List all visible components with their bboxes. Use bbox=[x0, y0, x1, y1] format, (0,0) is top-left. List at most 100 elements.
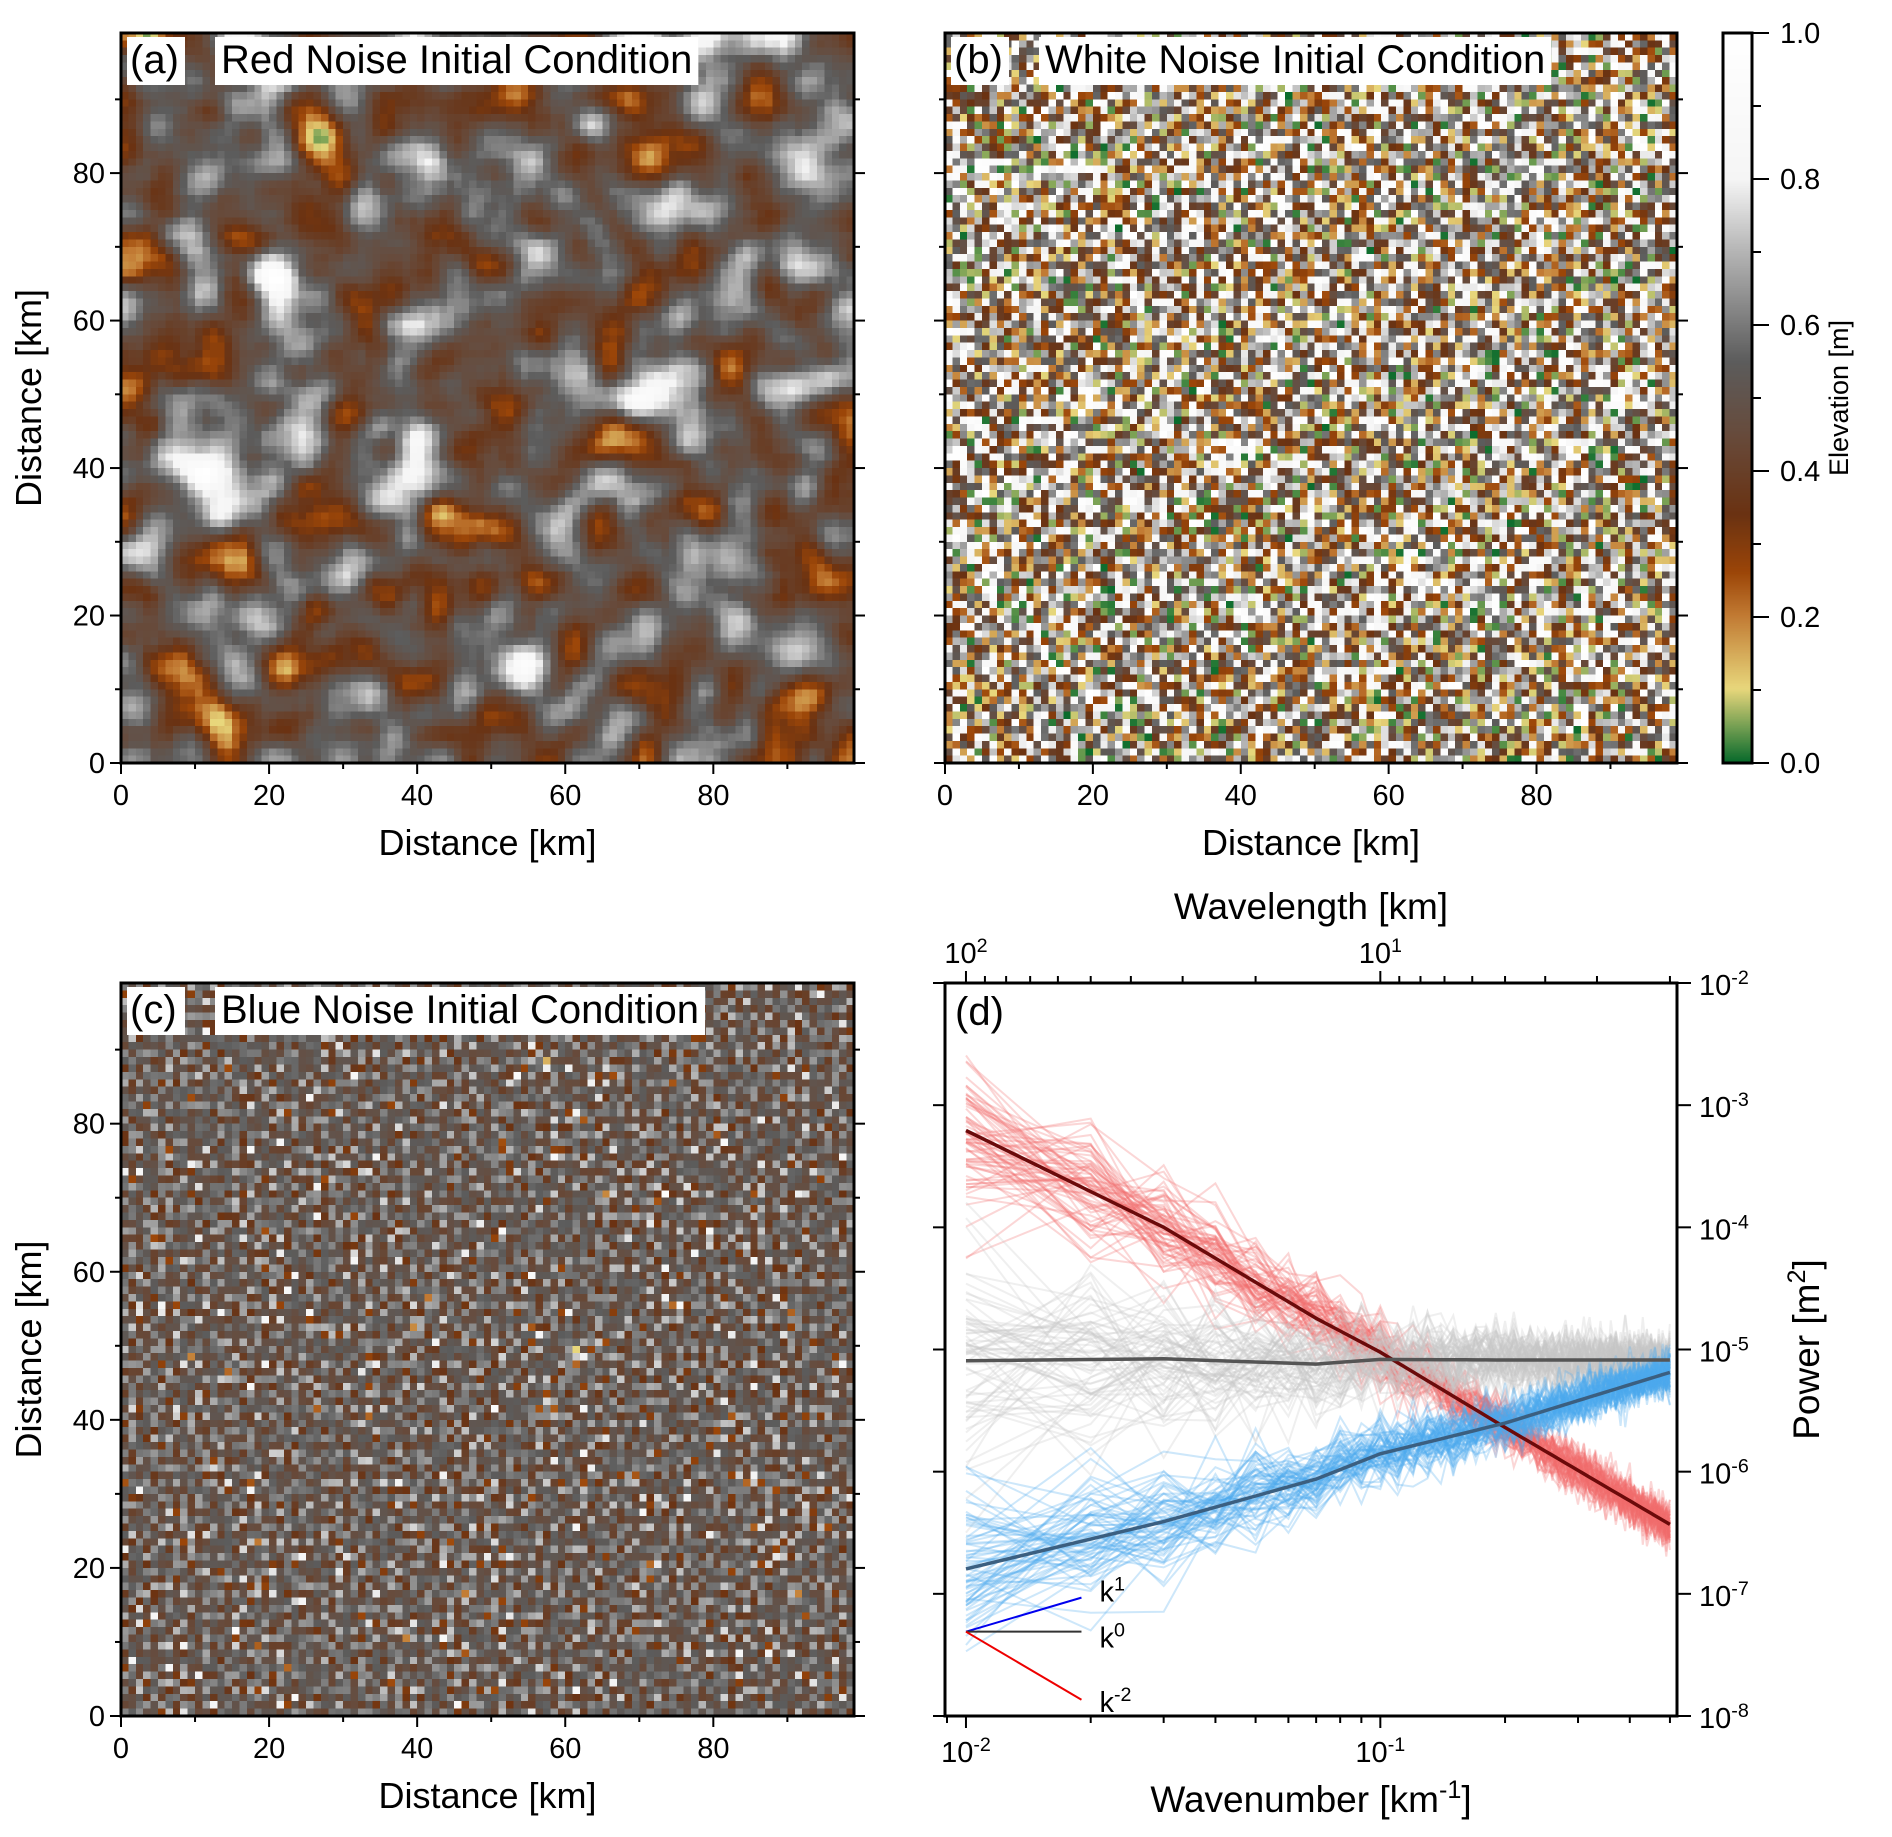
y-tick-label: 10-2 bbox=[1699, 967, 1749, 1002]
ensemble-line-red bbox=[965, 1165, 1671, 1538]
x-axis-label: Distance [km] bbox=[378, 1775, 596, 1816]
ensemble-line-red bbox=[965, 1092, 1671, 1548]
ensemble-line-blue bbox=[965, 1363, 1671, 1584]
ensemble-line-white bbox=[965, 1320, 1671, 1420]
ensemble-line-red bbox=[965, 1096, 1671, 1545]
y-tick-label: 80 bbox=[73, 1109, 105, 1141]
reference-label-k-2: k-2 bbox=[1099, 1684, 1131, 1719]
ensemble-line-red bbox=[965, 1176, 1671, 1538]
ensemble-line-red bbox=[965, 1093, 1670, 1536]
map-white-noise bbox=[945, 33, 1677, 763]
top-x-tick-label: 102 bbox=[944, 935, 987, 970]
ensemble-line-blue bbox=[965, 1364, 1671, 1587]
ensemble-line-red bbox=[965, 1141, 1671, 1540]
ensemble-line-red bbox=[965, 1144, 1671, 1542]
reference-label-k0: k0 bbox=[1099, 1620, 1125, 1655]
ensemble-line-red bbox=[965, 1115, 1671, 1531]
ensemble-line-red bbox=[965, 1054, 1671, 1552]
ensemble-line-white bbox=[965, 1323, 1671, 1408]
ensemble-line-white bbox=[965, 1318, 1671, 1423]
ensemble-line-blue bbox=[965, 1364, 1671, 1544]
y-tick-label: 10-4 bbox=[1699, 1211, 1749, 1246]
ensemble-line-red bbox=[965, 1097, 1671, 1538]
ensemble-line-red bbox=[965, 1076, 1671, 1539]
ensemble-line-white bbox=[965, 1298, 1671, 1408]
ensemble-line-blue bbox=[965, 1344, 1671, 1560]
x-tick-label: 40 bbox=[1225, 780, 1257, 812]
panel-title: Red Noise Initial Condition bbox=[221, 38, 692, 82]
reference-line-k1 bbox=[965, 1596, 1082, 1633]
panel-b: 0 20 40 60 80 Distance [km] (b) White Noise Ini… bbox=[934, 31, 1688, 863]
x-tick-label: 20 bbox=[253, 780, 285, 812]
ensemble-line-white bbox=[965, 1329, 1671, 1427]
ensemble-line-blue bbox=[965, 1355, 1671, 1614]
y-tick-label: 20 bbox=[73, 1553, 105, 1585]
ensemble-line-white bbox=[965, 1316, 1670, 1413]
ensemble-line-blue bbox=[965, 1359, 1671, 1593]
colorbar-gradient bbox=[1723, 33, 1752, 763]
ensemble-line-red bbox=[965, 1178, 1671, 1530]
ensemble-line-blue bbox=[965, 1347, 1671, 1627]
ensemble-line-white bbox=[965, 1300, 1671, 1471]
x-tick-label: 10-1 bbox=[1355, 1734, 1405, 1769]
reference-label-k1: k1 bbox=[1099, 1574, 1124, 1609]
ensemble-line-white bbox=[965, 1286, 1671, 1410]
map-blue-noise bbox=[121, 983, 854, 1716]
ensemble-line-red bbox=[965, 1121, 1671, 1543]
ensemble-line-red bbox=[965, 1103, 1671, 1557]
ensemble-line-red bbox=[965, 1107, 1671, 1542]
ensemble-line-blue bbox=[965, 1358, 1671, 1565]
x-tick-label: 80 bbox=[697, 780, 729, 812]
ensemble-line-blue bbox=[965, 1359, 1671, 1632]
colorbar-tick-label: 0.2 bbox=[1780, 602, 1820, 634]
ensemble-line-white bbox=[965, 1282, 1671, 1412]
x-tick-label: 0 bbox=[937, 780, 953, 812]
mean-line-red bbox=[965, 1128, 1671, 1526]
ensemble-line-white bbox=[965, 1317, 1671, 1432]
ensemble-line-blue bbox=[965, 1361, 1671, 1568]
y-tick-label: 80 bbox=[73, 158, 105, 190]
x-axis-label: Distance [km] bbox=[378, 822, 596, 863]
ensemble-line-red bbox=[965, 1149, 1671, 1533]
ensemble-line-white bbox=[965, 1294, 1671, 1414]
ensemble-line-red bbox=[965, 1138, 1671, 1536]
ensemble-line-white bbox=[965, 1323, 1671, 1413]
x-tick-label: 20 bbox=[1077, 780, 1109, 812]
ensemble-line-white bbox=[965, 1306, 1671, 1409]
colorbar-tick-label: 0.0 bbox=[1780, 748, 1820, 780]
ensemble-line-red bbox=[965, 1147, 1671, 1537]
ensemble-line-red bbox=[965, 1160, 1671, 1542]
panel-title-bg bbox=[215, 987, 706, 1035]
y-tick-label: 60 bbox=[73, 306, 105, 338]
map-red-noise bbox=[121, 33, 854, 763]
y-axis-label: Distance [km] bbox=[8, 289, 49, 507]
ensemble-line-blue bbox=[965, 1352, 1671, 1557]
x-tick-label: 0 bbox=[113, 780, 129, 812]
ensemble-line-blue bbox=[965, 1355, 1671, 1622]
panel-title: White Noise Initial Condition bbox=[1045, 38, 1545, 82]
ensemble-line-white bbox=[965, 1324, 1671, 1500]
ensemble-line-white bbox=[965, 1226, 1671, 1422]
panel-title-bg bbox=[1039, 37, 1552, 85]
panel-letter-bg bbox=[951, 37, 1009, 85]
ensemble-line-blue bbox=[965, 1360, 1671, 1567]
ensemble-line-blue bbox=[965, 1364, 1671, 1564]
y-tick-label: 0 bbox=[89, 1701, 105, 1733]
ensemble-line-red bbox=[965, 1060, 1671, 1545]
ensemble-line-white bbox=[965, 1272, 1671, 1417]
ensemble-line-blue bbox=[965, 1358, 1671, 1542]
x-tick-label: 40 bbox=[401, 1733, 433, 1765]
ensemble-line-white bbox=[965, 1312, 1671, 1452]
panel-letter: (c) bbox=[130, 988, 177, 1032]
y-tick-label: 10-6 bbox=[1699, 1456, 1749, 1491]
ensemble-line-blue bbox=[965, 1360, 1671, 1583]
colorbar-tick-label: 1.0 bbox=[1780, 18, 1820, 50]
ensemble-line-red bbox=[965, 1099, 1671, 1539]
ensemble-line-white bbox=[965, 1287, 1671, 1447]
panel-letter-bg bbox=[127, 37, 185, 85]
y-axis-label: Distance [km] bbox=[8, 1240, 49, 1458]
x-tick-label: 10-2 bbox=[941, 1734, 991, 1769]
ensemble-line-red bbox=[965, 1116, 1671, 1528]
panel-letter-bg bbox=[127, 987, 185, 1035]
ensemble-line-white bbox=[965, 1310, 1671, 1397]
